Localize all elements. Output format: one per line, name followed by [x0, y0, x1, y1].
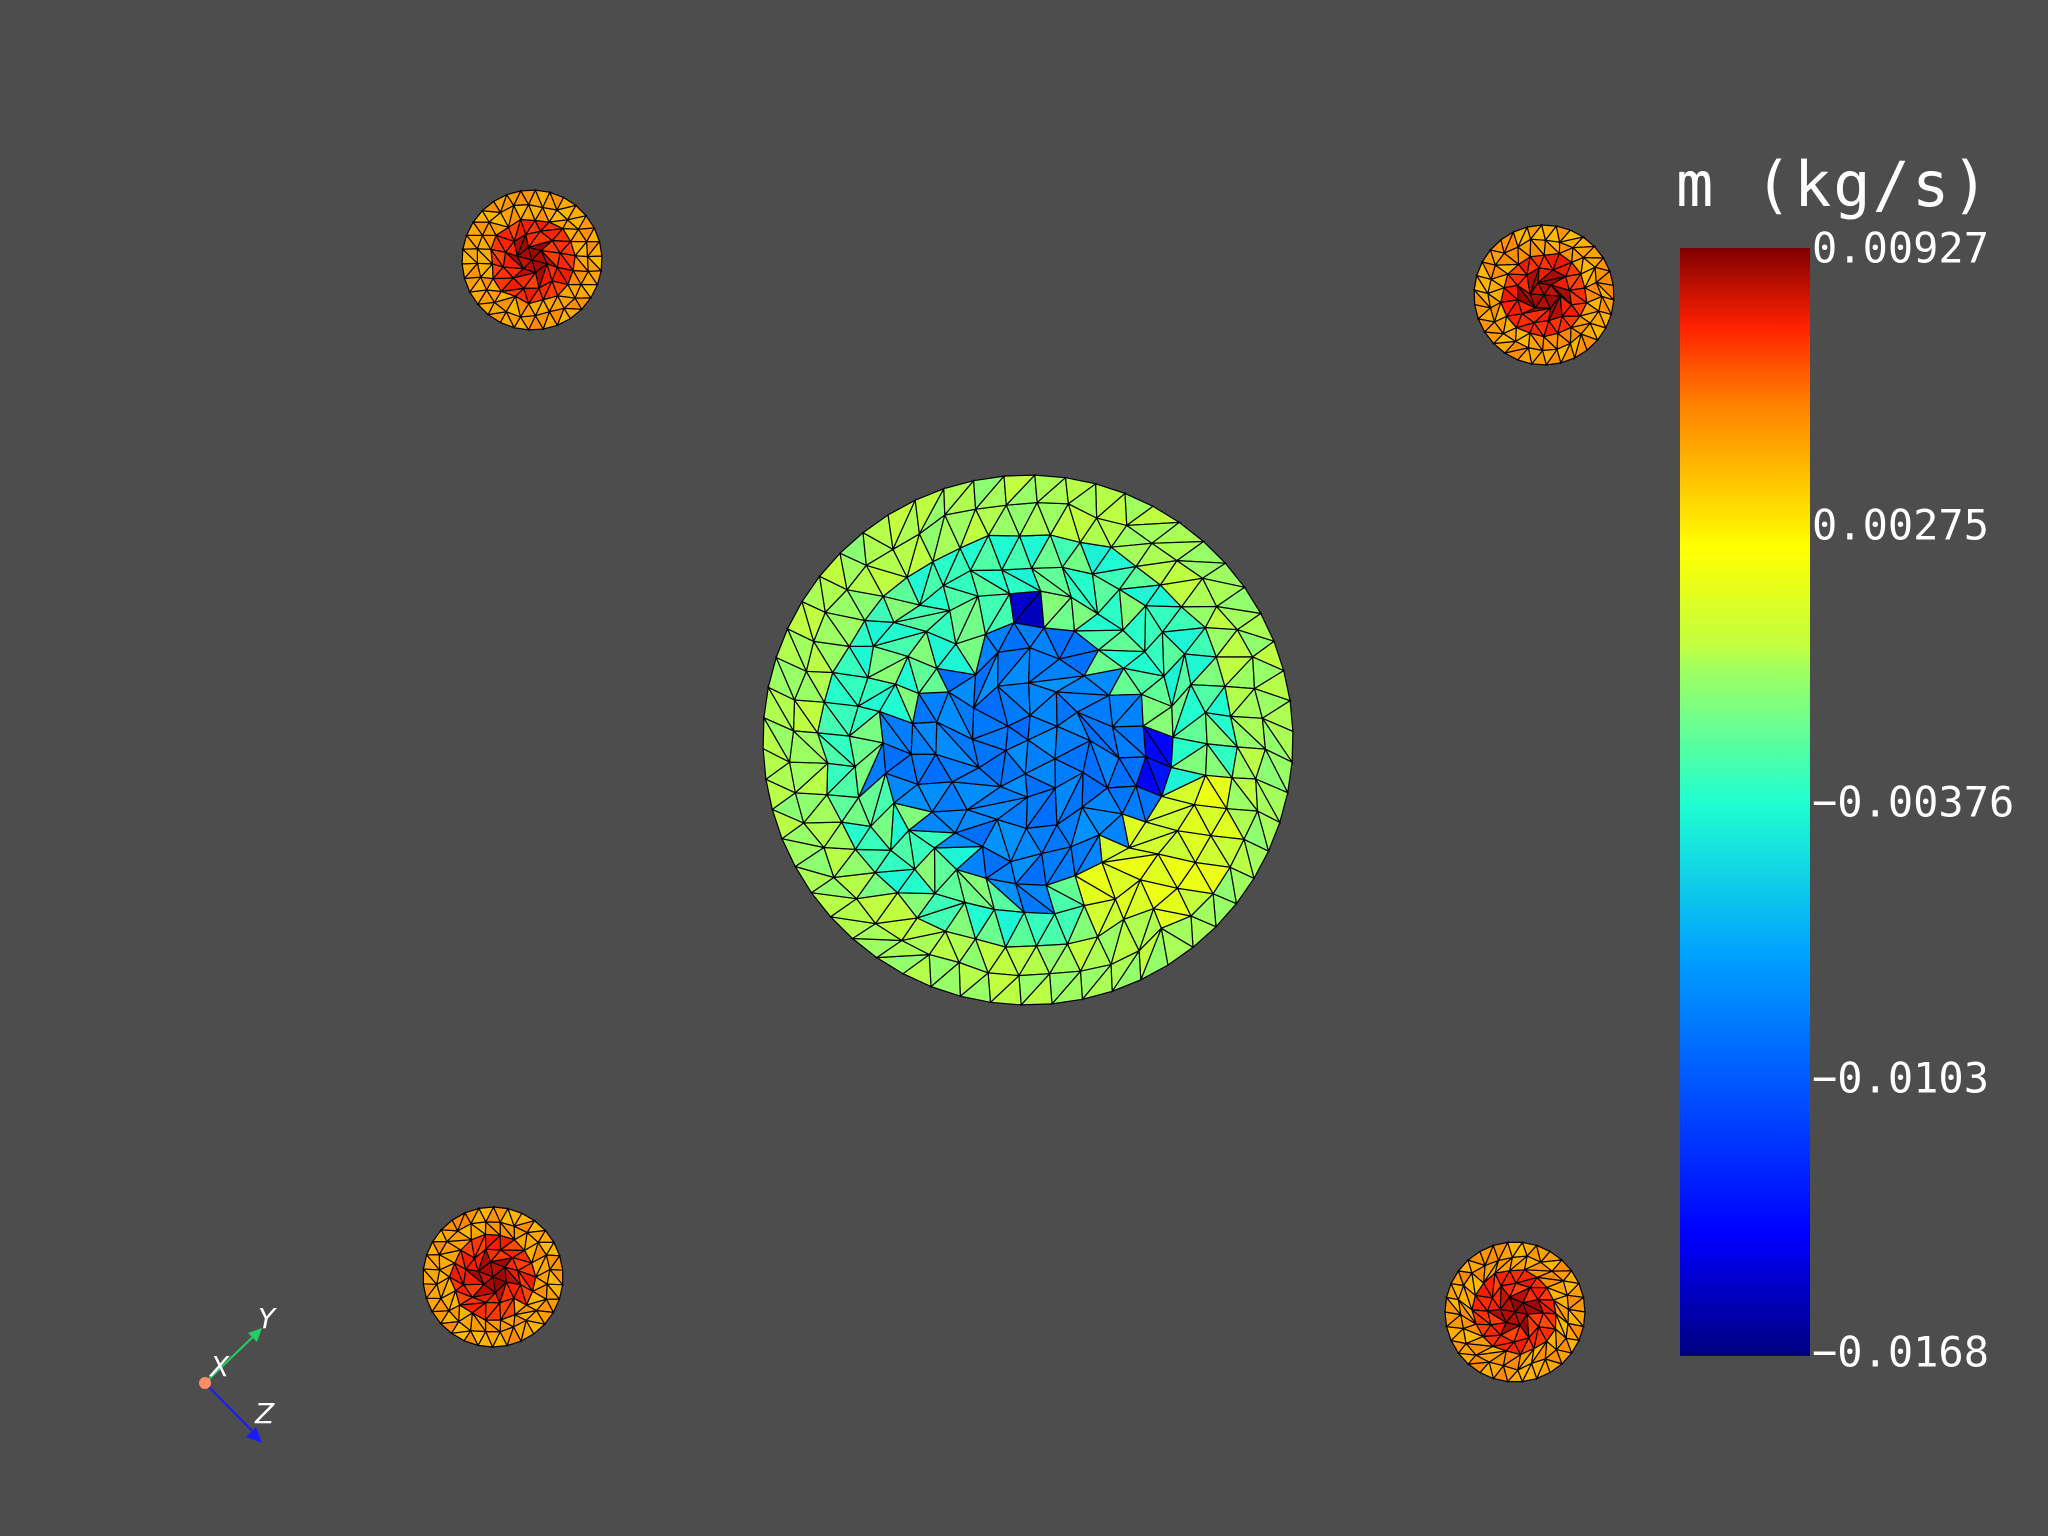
z-axis-label: Z: [255, 1397, 275, 1430]
mesh-cell: [911, 721, 938, 757]
mesh-cell: [762, 716, 795, 764]
mesh-cell: [1517, 285, 1536, 309]
colorbar-tick-4: −0.0103: [1812, 1053, 1990, 1103]
mesh-cell: [463, 1268, 485, 1285]
colorbar-tick-2: 0.00275: [1812, 500, 1990, 550]
mesh-cell: [1502, 284, 1519, 302]
mesh-disk-bottom-right: [1444, 1240, 1586, 1384]
mesh-cell: [1486, 286, 1505, 304]
mesh-cell: [461, 248, 479, 265]
mesh-cell: [970, 725, 1009, 752]
mesh-cell: [847, 710, 884, 744]
mesh-cell: [1469, 1309, 1492, 1327]
z-axis-arrow: [246, 1427, 262, 1443]
y-axis-label: Y: [258, 1302, 276, 1335]
mesh-cell: [438, 1261, 456, 1278]
outlet-mesh-disks: [422, 188, 1615, 1384]
colorbar-gradient: [1680, 248, 1810, 1356]
colorbar-title: m (kg/s): [1676, 148, 1991, 221]
mesh-cell: [877, 710, 914, 756]
mesh-cell: [791, 730, 829, 764]
mesh-disk-bottom-left: [422, 1205, 564, 1349]
mesh-cell: [1444, 1296, 1462, 1317]
mesh-cell: [505, 251, 524, 270]
mesh-cell: [475, 248, 494, 266]
mesh-cell: [1472, 288, 1492, 310]
y-axis-arrow: [248, 1328, 262, 1342]
mesh-cell: [936, 721, 980, 770]
mesh-disk-top-left: [461, 188, 603, 332]
mesh-cell: [815, 732, 856, 769]
mesh-cell: [1457, 1299, 1477, 1325]
orientation-axes: [199, 1328, 262, 1443]
colorbar-tick-3: −0.00376: [1812, 777, 2015, 827]
z-axis-line: [204, 1382, 259, 1438]
mesh-cell: [453, 1261, 467, 1287]
mesh-disk-center: [762, 473, 1294, 1007]
x-axis-label: X: [210, 1350, 230, 1383]
colorbar-tick-max: 0.00927: [1812, 223, 1990, 273]
mesh-cell: [422, 1268, 441, 1286]
mesh-disk-top-right: [1472, 223, 1615, 367]
mesh-cell: [1485, 1308, 1508, 1325]
colorbar-tick-min: −0.0168: [1812, 1327, 1990, 1377]
y-axis-line: [204, 1329, 261, 1384]
mesh-cell: [489, 248, 507, 269]
central-mesh-disk: [762, 473, 1294, 1007]
x-axis-dot: [199, 1377, 211, 1389]
